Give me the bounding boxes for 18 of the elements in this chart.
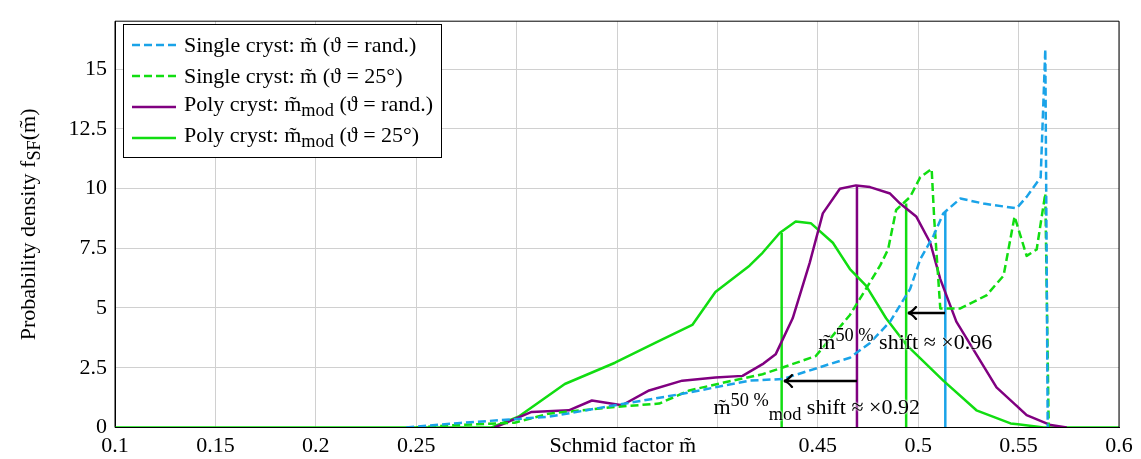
x-tick-label: 0.55 xyxy=(999,432,1038,458)
legend-label: Single cryst: m̃ (ϑ = 25°) xyxy=(184,62,403,89)
x-tick-label: 0.6 xyxy=(1105,432,1133,458)
x-tick-label: 0.2 xyxy=(302,432,330,458)
legend-label: Poly cryst: m̃$_{mod}$ (ϑ = rand.) xyxy=(184,91,433,122)
legend-label: Single cryst: m̃ (ϑ = rand.) xyxy=(184,31,417,58)
y-tick-label: 2.5 xyxy=(79,353,107,379)
y-tick-label: 5 xyxy=(96,293,107,319)
legend-label: Poly cryst: m̃$_{mod}$ (ϑ = 25°) xyxy=(184,122,420,153)
x-tick-label: 0.15 xyxy=(196,432,235,458)
y-tick-label: 10 xyxy=(85,174,107,200)
x-tick-label: 0.45 xyxy=(798,432,838,458)
x-tick-label: 0.25 xyxy=(396,432,436,458)
y-tick-label: 12.5 xyxy=(68,114,107,140)
x-tick-label: 0.5 xyxy=(904,432,932,458)
y-tick-label: 15 xyxy=(85,54,107,80)
y-tick-label: 7.5 xyxy=(79,234,107,260)
x-axis-title: Schmid factor m̃ xyxy=(543,432,703,457)
